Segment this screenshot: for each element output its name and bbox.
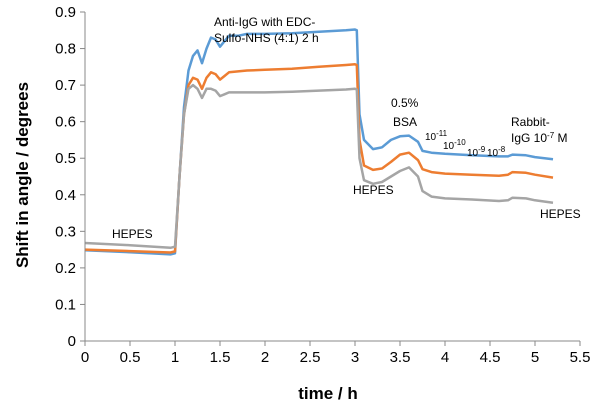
x-tick-label: 1.5 (210, 349, 231, 366)
y-tick-label: 0.4 (55, 187, 76, 204)
annotation-conc-1e-11: 10-11 (425, 129, 448, 143)
annotation-anti-igg-line1: Anti-IgG with EDC- (214, 15, 315, 29)
y-tick-label: 0.5 (55, 150, 76, 167)
annotations: HEPES Anti-IgG with EDC- Sulfo-NHS (4:1)… (112, 15, 581, 241)
series-layer (84, 28, 554, 256)
annotation-bsa-line2: BSA (393, 115, 417, 129)
y-tick-label: 0.9 (55, 4, 76, 21)
x-tick-label: 3 (351, 349, 359, 366)
x-tick-label: 0.5 (120, 349, 141, 366)
x-axis-title: time / h (298, 384, 358, 403)
x-tick-label: 2 (261, 349, 269, 366)
x-tick-label: 5 (531, 349, 539, 366)
series-line-1 (84, 28, 554, 256)
x-tick-label: 3.5 (390, 349, 411, 366)
x-tick-label: 4 (441, 349, 449, 366)
y-axis-title: Shift in angle / degrees (13, 82, 32, 268)
x-tick-label: 5.5 (570, 349, 591, 366)
x-tick-label: 2.5 (300, 349, 321, 366)
annotation-hepes-start: HEPES (112, 227, 153, 241)
annotation-bsa-line1: 0.5% (391, 96, 419, 110)
y-tick-label: 0.2 (55, 260, 76, 277)
annotation-rabbit-line2: IgG 10-7 M (511, 131, 568, 145)
y-tick-label: 0 (68, 333, 76, 350)
annotation-anti-igg-line2: Sulfo-NHS (4:1) 2 h (214, 31, 319, 45)
y-tick-label: 0.7 (55, 77, 76, 94)
annotation-hepes-end: HEPES (540, 207, 581, 221)
y-tick-label: 0.6 (55, 114, 76, 131)
annotation-hepes-mid: HEPES (353, 183, 394, 197)
y-tick-label: 0.1 (55, 296, 76, 313)
x-tick-label: 0 (81, 349, 89, 366)
annotation-conc-1e-8: 10-8 (487, 145, 506, 159)
y-tick-label: 0.3 (55, 223, 76, 240)
annotation-conc-1e-10: 10-10 (443, 138, 466, 152)
series-line-2 (84, 63, 554, 254)
annotation-conc-1e-9: 10-9 (467, 145, 486, 159)
series-line-3 (84, 83, 554, 250)
y-tick-label: 0.8 (55, 41, 76, 58)
x-tick-label: 1 (171, 349, 179, 366)
tick-layer: 0 0.5 1 1.5 2 2.5 3 3.5 4 4.5 5 5.5 0 0.1 0.2 0.3 0.4 0.5… (55, 4, 590, 366)
x-tick-label: 4.5 (480, 349, 501, 366)
annotation-rabbit-line1: Rabbit- (511, 115, 550, 129)
